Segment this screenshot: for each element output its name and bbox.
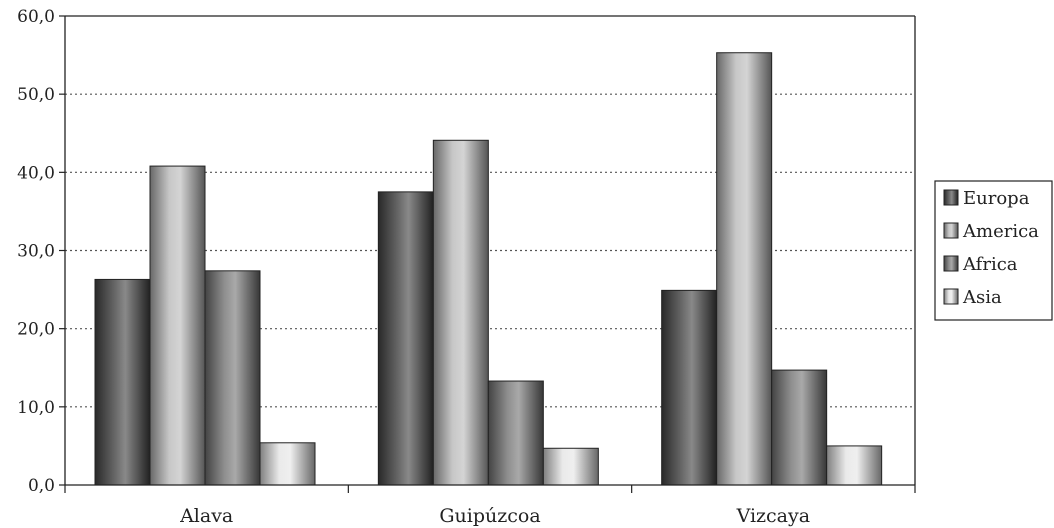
bar-america-0: [149, 165, 206, 486]
legend-label-asia: Asia: [962, 287, 1002, 308]
y-tick-label: 30,0: [17, 242, 55, 262]
bar-asia-0: [259, 442, 316, 486]
y-tick-label: 60,0: [17, 7, 55, 27]
legend-label-africa: Africa: [962, 254, 1018, 275]
x-category-label: Alava: [179, 505, 233, 527]
y-tick-label: 0,0: [28, 476, 55, 496]
legend-swatch-europa: [943, 189, 959, 206]
bar-asia-1: [542, 447, 599, 486]
axes: 0,0 10,0 20,0 30,0 40,0 50,0 60,0 Alava Guipúzco…: [17, 7, 916, 527]
bar-africa-1: [487, 380, 544, 486]
y-tick-label: 50,0: [17, 85, 55, 105]
x-category-label: Guipúzcoa: [439, 505, 540, 527]
bar-america-1: [432, 139, 489, 486]
y-tick-label: 40,0: [17, 163, 55, 183]
bars: [94, 52, 883, 486]
legend-swatch-america: [943, 222, 959, 239]
bar-asia-2: [826, 445, 883, 486]
y-tick-label: 10,0: [17, 398, 55, 418]
bar-africa-2: [771, 369, 828, 486]
x-category-label: Vizcaya: [736, 505, 811, 527]
legend-swatch-asia: [943, 288, 959, 305]
bar-africa-0: [204, 270, 261, 486]
y-tick-label: 20,0: [17, 320, 55, 340]
legend: Europa America Africa Asia: [934, 180, 1053, 321]
bar-europa-1: [377, 191, 434, 486]
bar-america-2: [716, 52, 773, 486]
legend-swatch-africa: [943, 255, 959, 272]
legend-label-europa: Europa: [963, 188, 1030, 209]
bar-europa-0: [94, 278, 151, 486]
bar-europa-2: [661, 289, 718, 486]
legend-label-america: America: [962, 221, 1039, 242]
